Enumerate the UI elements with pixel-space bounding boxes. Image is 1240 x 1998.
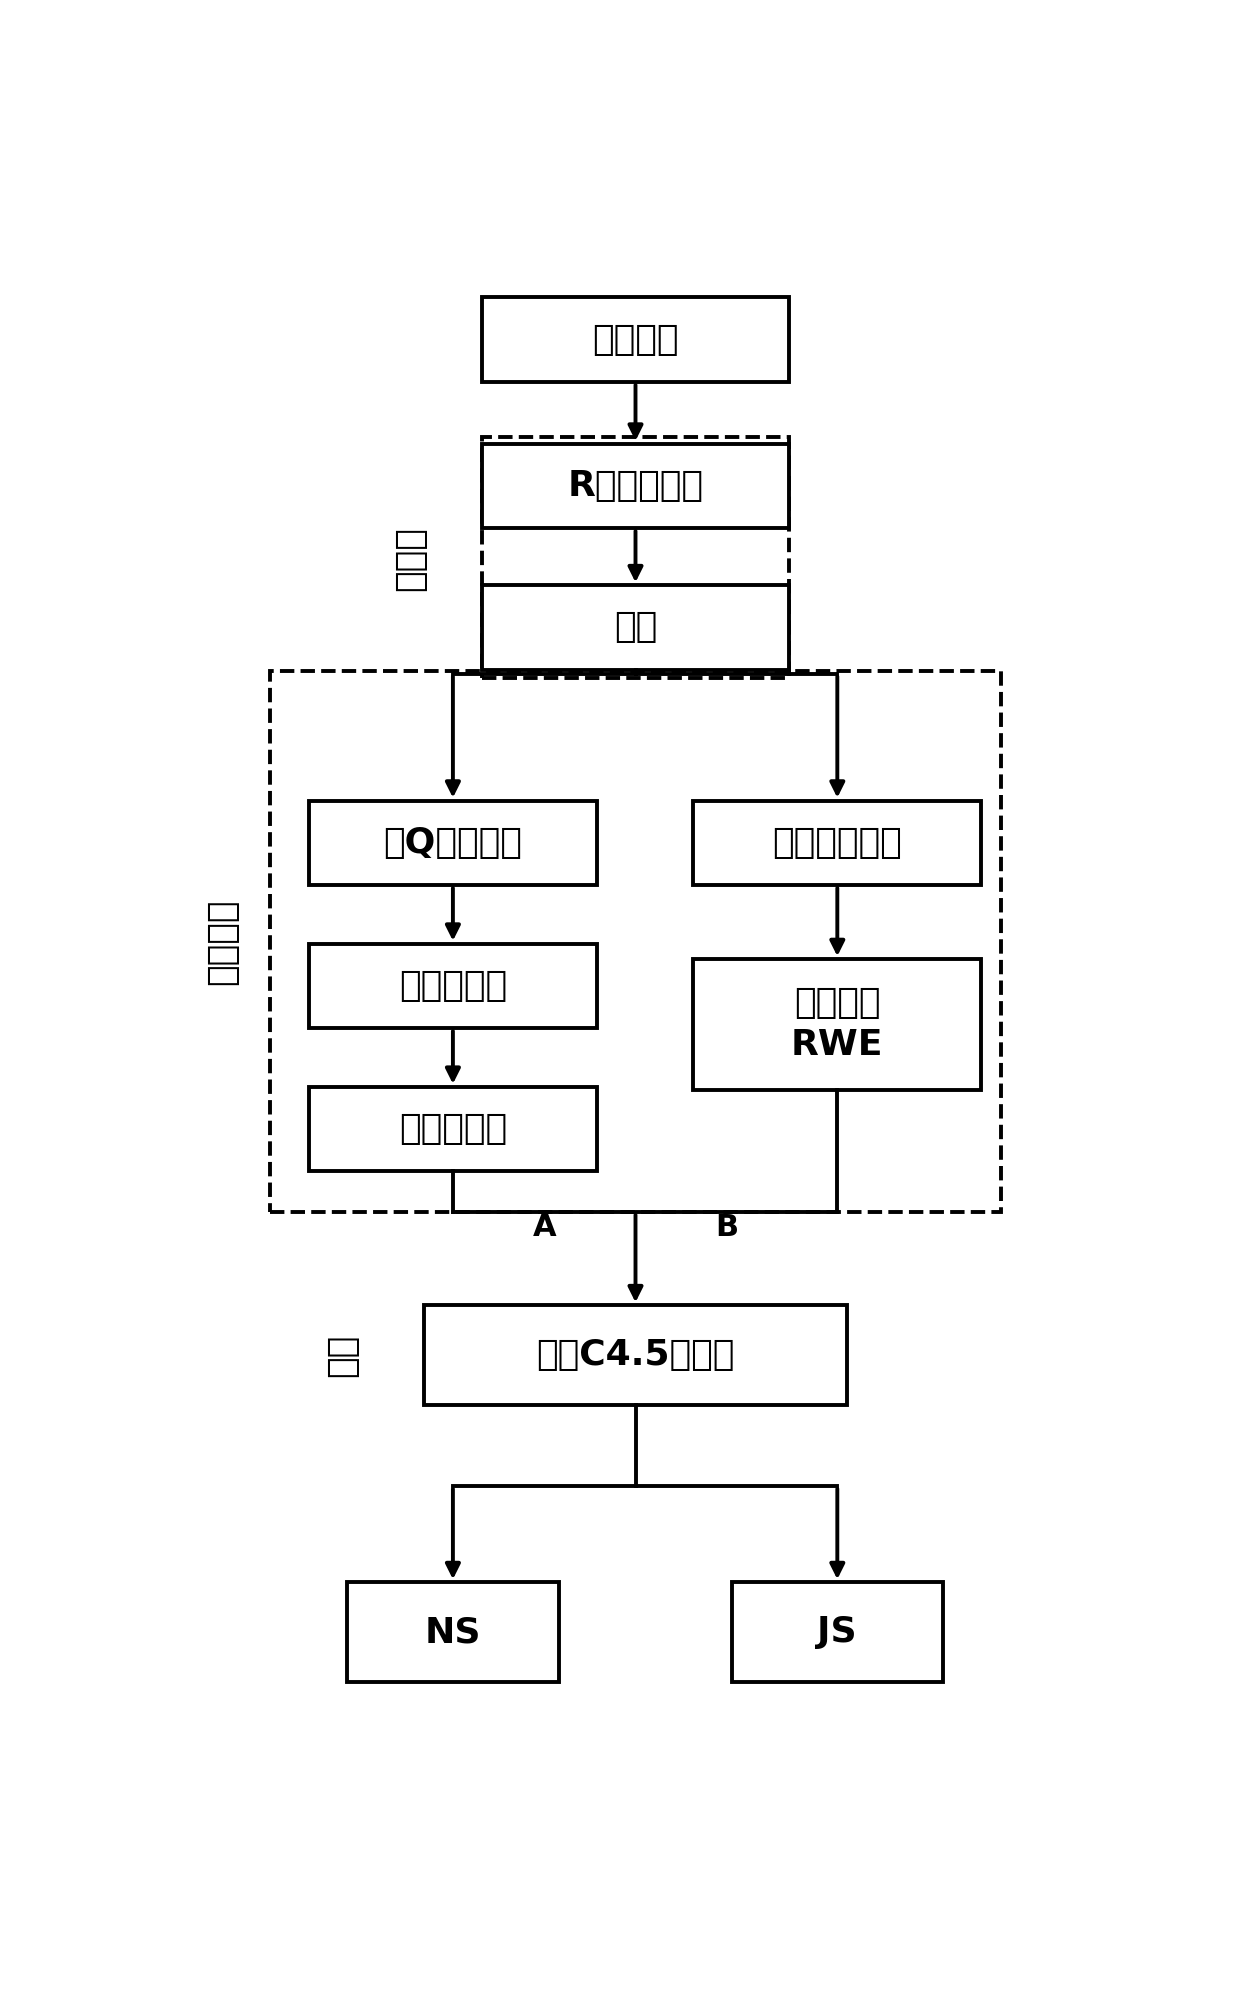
Text: 分段: 分段 (614, 611, 657, 645)
Text: 预处理: 预处理 (393, 525, 427, 591)
Text: 特征提取: 特征提取 (206, 897, 239, 985)
Bar (481, 298, 789, 382)
Text: 高阶累积量: 高阶累积量 (399, 969, 507, 1003)
Bar (481, 438, 789, 677)
Bar (309, 801, 596, 885)
Bar (481, 585, 789, 669)
Bar (693, 801, 982, 885)
Bar (309, 1087, 596, 1171)
Text: 心电数据: 心电数据 (593, 324, 678, 358)
Text: R基准点检测: R基准点检测 (568, 470, 703, 503)
Bar (347, 1582, 559, 1682)
Text: 决策: 决策 (325, 1333, 360, 1377)
Bar (693, 959, 982, 1089)
Text: NS: NS (424, 1614, 481, 1648)
Bar (270, 671, 1001, 1213)
Bar (481, 444, 789, 527)
Text: A: A (532, 1213, 556, 1243)
Text: 相对能量
RWE: 相对能量 RWE (791, 987, 884, 1063)
Text: 调Q小波变换: 调Q小波变换 (383, 825, 522, 859)
Text: 平稳小波变换: 平稳小波变换 (773, 825, 903, 859)
Text: JS: JS (817, 1614, 857, 1648)
Bar (309, 943, 596, 1029)
Text: B: B (715, 1213, 738, 1243)
Bar (732, 1582, 942, 1682)
Text: 主成分分析: 主成分分析 (399, 1113, 507, 1147)
Bar (424, 1305, 847, 1405)
Text: 集成C4.5决策树: 集成C4.5决策树 (537, 1339, 734, 1373)
